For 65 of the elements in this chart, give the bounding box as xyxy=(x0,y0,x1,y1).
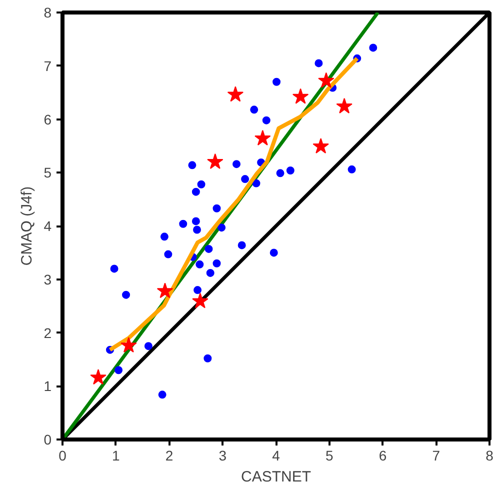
point xyxy=(204,244,213,253)
point xyxy=(262,116,270,124)
y-tick-label: 0 xyxy=(44,432,52,448)
x-tick-label: 1 xyxy=(112,448,120,464)
point xyxy=(250,106,258,114)
point xyxy=(254,130,271,146)
point xyxy=(197,180,206,188)
point xyxy=(218,224,226,232)
point xyxy=(252,179,260,188)
point xyxy=(204,354,212,362)
point xyxy=(179,220,188,228)
point xyxy=(286,166,294,174)
point xyxy=(90,369,106,385)
y-tick-label: 1 xyxy=(44,378,52,394)
point xyxy=(336,98,352,114)
point xyxy=(192,292,208,308)
y-tick-label: 7 xyxy=(44,58,52,74)
x-tick-label: 3 xyxy=(218,448,227,464)
y-tick-label: 5 xyxy=(44,164,52,181)
point xyxy=(158,390,166,399)
point xyxy=(292,88,309,104)
x-axis-title: CASTNET xyxy=(241,468,312,486)
point xyxy=(193,226,202,234)
point xyxy=(120,337,137,353)
point xyxy=(160,232,168,241)
y-tick-label: 6 xyxy=(44,111,52,128)
point xyxy=(241,175,250,184)
x-tick-label: 7 xyxy=(432,448,440,464)
x-tick-label: 0 xyxy=(58,448,67,464)
point xyxy=(194,286,202,294)
y-tick-label: 8 xyxy=(44,4,52,20)
point xyxy=(192,188,200,196)
point xyxy=(227,86,244,102)
x-tick-label: 4 xyxy=(272,448,280,464)
point xyxy=(272,78,281,86)
y-tick-label: 2 xyxy=(44,324,52,341)
point xyxy=(318,72,334,88)
x-tick-label: 2 xyxy=(165,448,174,464)
point xyxy=(207,153,224,169)
point xyxy=(206,268,214,277)
y-axis-title: CMAQ (J4f) xyxy=(18,186,36,266)
y-tick-label: 4 xyxy=(44,218,52,234)
point xyxy=(348,165,356,174)
x-tick-label: 8 xyxy=(486,448,494,464)
point xyxy=(238,241,246,250)
point xyxy=(232,160,241,168)
point xyxy=(276,169,284,178)
x-tick-label: 6 xyxy=(378,448,387,464)
point xyxy=(164,250,172,258)
point xyxy=(196,260,204,268)
point xyxy=(314,59,323,68)
point xyxy=(122,290,130,299)
point xyxy=(192,217,200,226)
point xyxy=(144,342,152,350)
point xyxy=(312,138,329,154)
point xyxy=(369,44,378,52)
point xyxy=(188,161,196,170)
y-tick-label: 3 xyxy=(44,271,52,288)
x-tick-label: 5 xyxy=(325,448,334,464)
point xyxy=(156,282,174,298)
point xyxy=(270,248,278,257)
point xyxy=(114,366,123,374)
point xyxy=(110,264,118,273)
point xyxy=(212,259,221,268)
point xyxy=(212,204,221,212)
